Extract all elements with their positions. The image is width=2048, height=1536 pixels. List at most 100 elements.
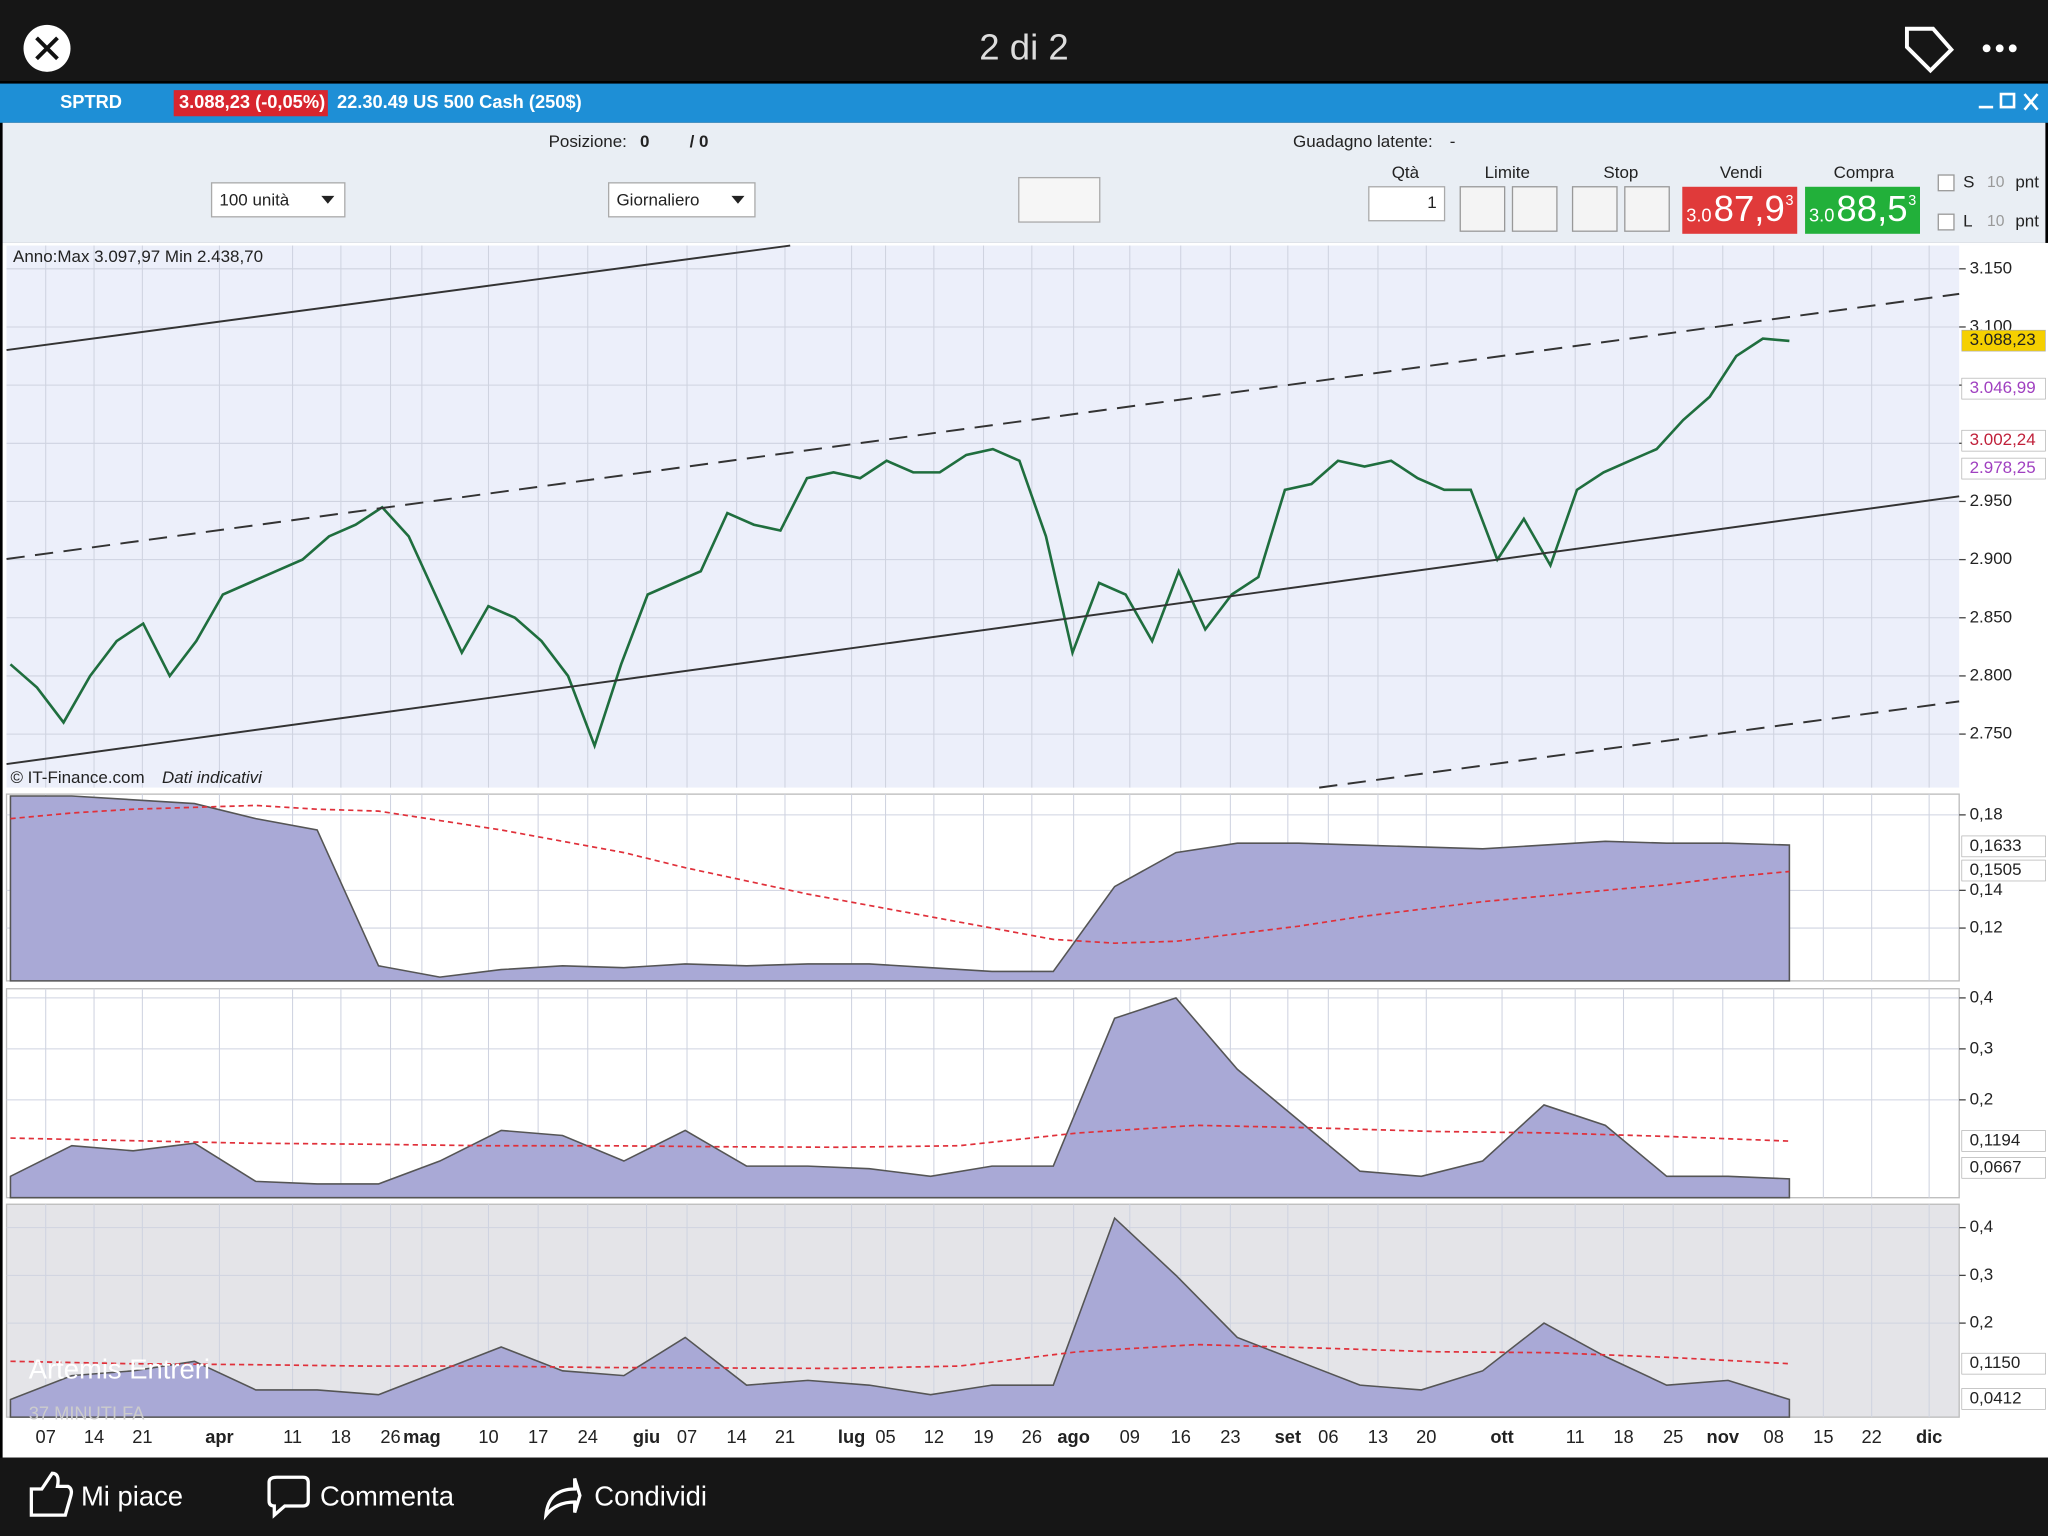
series-group [9,996,1791,1199]
limit-label: Limite [1485,163,1530,182]
units-select[interactable] [210,182,346,218]
y-tick-label: 0,18 [1970,804,2003,823]
viewer-bar [0,0,2048,81]
date-label: 25 [1663,1426,1683,1447]
y-tick-label: 0,3 [1970,1265,1994,1284]
close-button[interactable] [23,24,71,72]
price-badge-bg [173,90,328,117]
date-label: apr [205,1426,233,1447]
y-tick-label: 0,2 [1970,1089,1994,1108]
date-label: 26 [380,1426,400,1447]
stop-sell[interactable] [1624,186,1670,232]
buy-prefix: 3.0 [1809,205,1834,226]
date-label: 20 [1416,1426,1436,1447]
comment-icon [267,1475,310,1519]
price-tag-label: 3.046,99 [1970,378,2036,397]
date-label: 07 [677,1426,697,1447]
y-tick-label: 0,12 [1970,918,2003,937]
s-size: 10 [1987,174,2005,191]
buy-button[interactable] [1805,186,1920,234]
like[interactable]: Mi piace [81,1480,183,1511]
latent-value: - [1450,132,1456,151]
date-label: 09 [1120,1426,1140,1447]
tag-icon[interactable] [1904,26,1955,74]
price-tag [1961,1388,2046,1410]
y-tick-label: 0,4 [1970,1217,1994,1236]
symbol[interactable]: SPTRD [60,91,122,112]
sell-button[interactable] [1682,186,1798,234]
more-button[interactable] [1982,44,2017,53]
price-tag-label: 3.002,24 [1970,430,2036,449]
stop-buy[interactable] [1571,186,1618,232]
position-label: Posizione: [549,132,627,151]
date-label: 19 [973,1426,993,1447]
sell-label: Vendi [1720,163,1762,182]
price-tag-label: 0,1194 [1970,1130,2021,1149]
pnt: pnt [2015,172,2039,191]
indicator-panel [5,988,1960,1199]
qty-value: 1 [1427,193,1436,212]
source: © IT-Finance.com [10,768,144,787]
y-tick-label: 2.900 [1970,549,2012,568]
author[interactable]: Artemis Entreri [29,1354,210,1385]
date-label: 10 [478,1426,498,1447]
series-group [9,1216,1791,1418]
area [9,795,1791,982]
date-label: 17 [528,1426,548,1447]
share[interactable]: Condividi [594,1480,707,1511]
signal-line [10,1124,1790,1149]
y-tick-label: 2.750 [1970,724,2012,743]
date-label: 11 [1566,1426,1585,1447]
chart-tools[interactable] [1018,176,1101,223]
price-tag [1961,1352,2046,1375]
period: Giornaliero [616,191,699,210]
price-tag-label: 2.978,25 [1970,458,2036,477]
units: 100 unità [219,191,289,210]
date-label: 21 [775,1426,795,1447]
date-label: 14 [726,1426,746,1447]
price-tag [1961,429,2046,452]
date-label: giu [633,1426,660,1447]
date-label: 26 [1022,1426,1042,1447]
latent-label: Guadagno latente: [1293,132,1433,151]
position-orders: / 0 [690,132,709,151]
y-tick-label: 0,3 [1970,1038,1994,1057]
price-tag [1961,329,2046,352]
like-icon [29,1471,74,1517]
price-tag [1961,1157,2046,1179]
price-panel [6,245,1960,788]
date-label: 15 [1813,1426,1833,1447]
date-label: 05 [875,1426,895,1447]
period-select[interactable] [608,182,756,218]
qty-input[interactable] [1368,186,1446,222]
dropdown-arrow [321,195,335,204]
y-tick-label: 2.850 [1970,607,2012,626]
comment[interactable]: Commenta [320,1480,455,1511]
position-value: 0 [640,132,649,151]
price-tag-label: 0,0412 [1970,1388,2022,1407]
s-checkbox[interactable] [1937,174,1955,192]
date-label: mag [403,1426,441,1447]
annotation: Anno:Max 3.097,97 Min 2.438,70 [13,247,263,266]
y-tick-label: 0,2 [1970,1313,1994,1332]
signal-line [10,804,1790,945]
counter: 2 di 2 [979,26,1068,67]
l-checkbox[interactable] [1937,213,1955,231]
date-label: ago [1057,1426,1089,1447]
limit-sell[interactable] [1511,186,1558,232]
series-group [9,795,1791,982]
date-label: 14 [84,1426,104,1447]
date-label: 07 [36,1426,56,1447]
date-label: 08 [1764,1426,1784,1447]
l-label: L [1963,212,1972,231]
limit-buy[interactable] [1459,186,1506,232]
window-controls[interactable] [1978,92,2039,111]
date-label: 23 [1220,1426,1240,1447]
trend-channel [6,244,1960,789]
time-info: 22.30.49 US 500 Cash (250$) [337,91,582,112]
date-label: lug [838,1426,865,1447]
date-label: dic [1916,1426,1942,1447]
signal-line [10,1343,1790,1370]
